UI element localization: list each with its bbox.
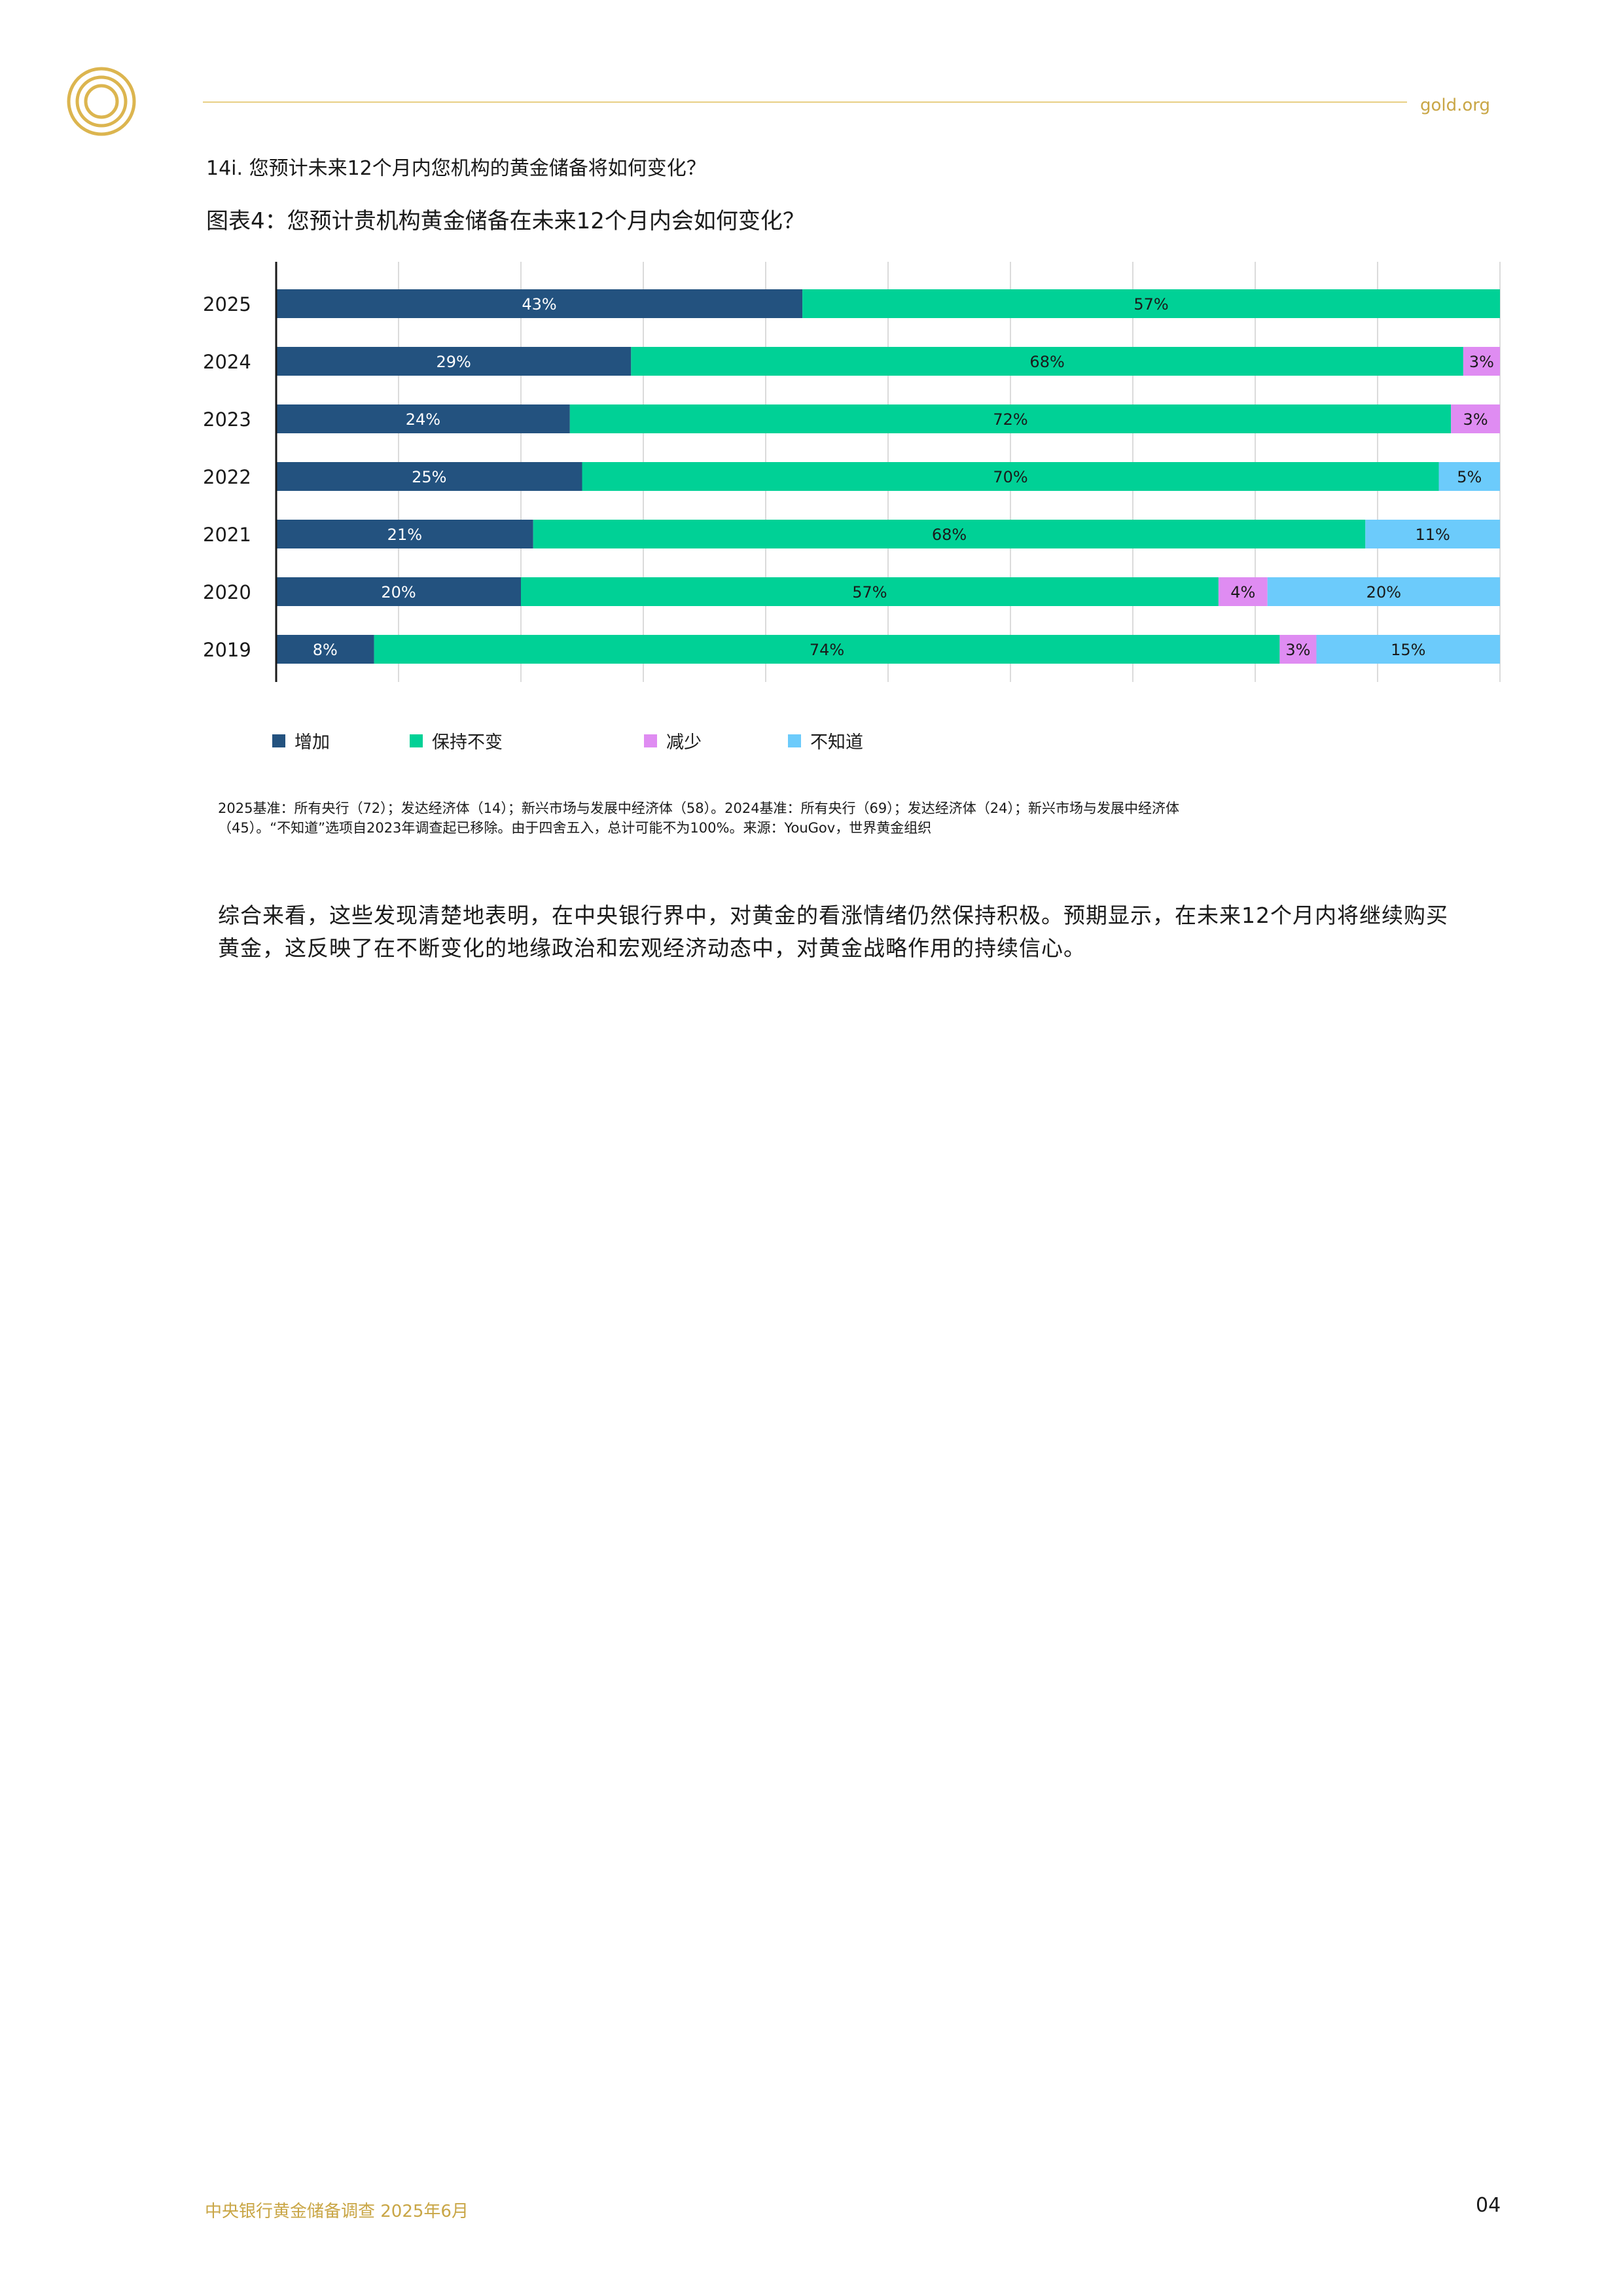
data-label: 3% xyxy=(1463,410,1488,429)
bar-segment xyxy=(1218,577,1268,606)
bar-segment xyxy=(276,577,521,606)
bar-segment xyxy=(1316,635,1500,664)
data-label: 15% xyxy=(1391,641,1425,659)
data-label: 5% xyxy=(1457,468,1482,486)
body-line-1: 综合来看，这些发现清楚地表明，在中央银行界中，对黄金的看涨情绪仍然保持积极。预期… xyxy=(218,903,1448,928)
legend-item-unchanged: 保持不变 xyxy=(410,728,503,753)
bar-segment xyxy=(1463,347,1500,376)
body-line-2: 黄金，这反映了在不断变化的地缘政治和宏观经济动态中，对黄金战略作用的持续信心。 xyxy=(218,935,1086,961)
footer-report-title: 中央银行黄金储备调查 2025年6月 xyxy=(205,2202,469,2221)
header-rule xyxy=(203,101,1407,103)
data-label: 72% xyxy=(993,410,1027,429)
category-label: 2021 xyxy=(203,524,251,546)
chart-notes: 2025基准：所有央行（72）；发达经济体（14）；新兴市场与发展中经济体（58… xyxy=(218,798,1344,838)
notes-line-1: 2025基准：所有央行（72）；发达经济体（14）；新兴市场与发展中经济体（58… xyxy=(218,800,1179,816)
category-label: 2019 xyxy=(203,639,251,661)
survey-question: 14i. 您预计未来12个月内您机构的黄金储备将如何变化？ xyxy=(206,157,706,180)
bar-segment xyxy=(569,404,1452,433)
legend-swatch-dont-know xyxy=(788,734,801,747)
bar-segment xyxy=(276,347,632,376)
bar-segment xyxy=(276,635,374,664)
legend-label-decrease: 减少 xyxy=(666,732,702,753)
bar-segment xyxy=(1365,520,1500,548)
data-label: 43% xyxy=(522,295,556,314)
data-label: 70% xyxy=(993,468,1027,486)
legend-label-dont-know: 不知道 xyxy=(810,732,863,753)
legend-swatch-unchanged xyxy=(410,734,423,747)
data-label: 3% xyxy=(1469,353,1494,371)
gold-logo-icon xyxy=(67,67,136,136)
legend-swatch-decrease xyxy=(644,734,657,747)
legend-item-dont-know: 不知道 xyxy=(788,728,863,753)
stacked-bar-chart: 2025 43% 57% 2024 29% 68% 3% 2023 24% 72% 3% 2022 25… xyxy=(203,262,1501,682)
category-label: 2023 xyxy=(203,408,251,431)
data-label: 29% xyxy=(436,353,471,371)
bar-segment xyxy=(582,462,1439,491)
data-label: 25% xyxy=(412,468,446,486)
legend-label-unchanged: 保持不变 xyxy=(432,732,503,753)
legend-item-increase: 增加 xyxy=(272,728,330,753)
bar-segment xyxy=(521,577,1219,606)
category-label: 2024 xyxy=(203,351,251,373)
category-label: 2022 xyxy=(203,466,251,488)
legend-item-decrease: 减少 xyxy=(644,728,702,753)
data-label: 74% xyxy=(810,641,844,659)
bar-segment xyxy=(276,289,803,318)
bar-segment xyxy=(276,462,582,491)
data-label: 20% xyxy=(1366,583,1401,601)
data-label: 57% xyxy=(1133,295,1168,314)
legend-label-increase: 增加 xyxy=(294,732,330,753)
category-label: 2020 xyxy=(203,581,251,603)
data-label: 24% xyxy=(406,410,440,429)
bar-segment xyxy=(276,404,570,433)
data-label: 57% xyxy=(852,583,887,601)
bar-segment xyxy=(631,347,1463,376)
data-label: 3% xyxy=(1285,641,1310,659)
bar-segment xyxy=(1451,404,1500,433)
bar-segment xyxy=(1438,462,1500,491)
notes-line-2: （45）。“不知道”选项自2023年调查起已移除。由于四舍五入，总计可能不为10… xyxy=(218,820,932,836)
bar-segment xyxy=(533,520,1366,548)
data-label: 4% xyxy=(1230,583,1255,601)
bar-segment xyxy=(374,635,1280,664)
body-paragraph: 综合来看，这些发现清楚地表明，在中央银行界中，对黄金的看涨情绪仍然保持积极。预期… xyxy=(218,899,1461,965)
data-label: 68% xyxy=(932,526,967,544)
data-label: 68% xyxy=(1029,353,1064,371)
site-url-link[interactable]: gold.org xyxy=(1420,96,1491,115)
page-number: 04 xyxy=(1476,2194,1501,2217)
data-label: 11% xyxy=(1415,526,1450,544)
data-label: 8% xyxy=(313,641,338,659)
bar-segment xyxy=(1267,577,1500,606)
legend-swatch-increase xyxy=(272,734,285,747)
bar-segment xyxy=(802,289,1500,318)
bar-segment xyxy=(1279,635,1317,664)
category-label: 2025 xyxy=(203,293,251,315)
data-label: 20% xyxy=(381,583,416,601)
chart-title: 图表4：您预计贵机构黄金储备在未来12个月内会如何变化？ xyxy=(206,208,805,234)
bar-segment xyxy=(276,520,533,548)
data-label: 21% xyxy=(387,526,422,544)
